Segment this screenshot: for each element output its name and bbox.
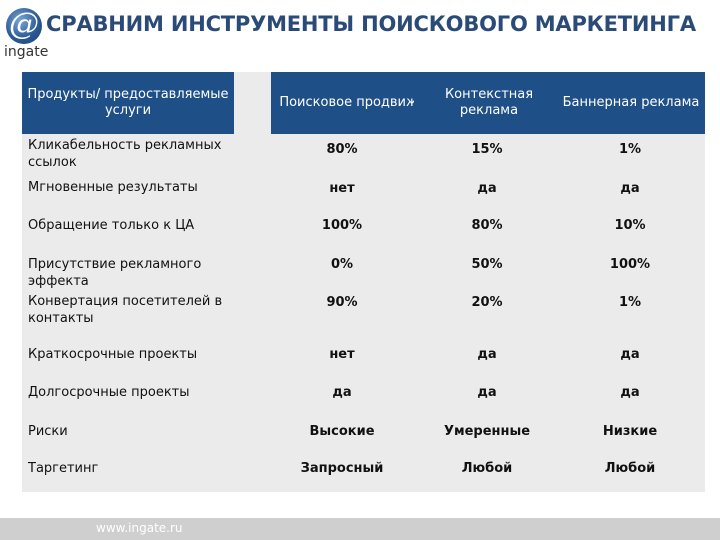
row-label: Присутствие рекламного эффекта [28, 257, 202, 289]
logo-text: ingate [4, 44, 49, 60]
value-context: да [477, 385, 497, 400]
value-banner: да [620, 347, 640, 362]
page-title: СРАВНИМ ИНСТРУМЕНТЫ ПОИСКОВОГО МАРКЕТИНГ… [46, 12, 696, 36]
value-banner: 10% [614, 218, 646, 233]
row-label: Обращение только к ЦА [28, 218, 195, 233]
header-products: Продукты/ предоставляемые услуги [22, 72, 234, 134]
ingate-logo: @ ingate [4, 8, 50, 61]
value-seo: нет [329, 181, 355, 196]
value-context: 15% [471, 142, 503, 157]
value-seo: Запросный [300, 461, 384, 476]
value-seo: Высокие [309, 424, 375, 439]
value-banner: 100% [609, 257, 651, 272]
value-banner: да [620, 385, 640, 400]
footer-url[interactable]: www.ingate.ru [96, 521, 183, 535]
header-banner: Баннерная реклама [557, 72, 705, 134]
row-label: Долгосрочные проекты [28, 385, 190, 400]
row-label: Риски [28, 424, 68, 439]
value-banner: да [620, 181, 640, 196]
value-context: да [477, 347, 497, 362]
value-seo: 0% [330, 257, 354, 272]
value-banner: 1% [618, 295, 642, 310]
header-context: Контекстная реклама [414, 72, 564, 134]
value-context: 50% [471, 257, 503, 272]
value-context: 20% [471, 295, 503, 310]
value-context: Любой [461, 461, 513, 476]
value-banner: Любой [604, 461, 656, 476]
footer-bar: www.ingate.ru [0, 518, 720, 540]
row-label: Кликабельность рекламных ссылок [28, 138, 222, 170]
value-seo: 90% [326, 295, 358, 310]
value-context: 80% [471, 218, 503, 233]
row-label: Мгновенные результаты [28, 180, 198, 195]
value-context: Умеренные [443, 424, 531, 439]
row-label: Краткосрочные проекты [28, 347, 198, 362]
value-context: да [477, 181, 497, 196]
comparison-table: Продукты/ предоставляемые услуги Поисков… [22, 72, 705, 492]
value-seo: 100% [321, 218, 363, 233]
value-banner: 1% [618, 142, 642, 157]
row-label: Конвертация посетителей в контакты [28, 294, 223, 326]
value-seo: 80% [326, 142, 358, 157]
row-label: Таргетинг [28, 461, 99, 476]
value-seo: нет [329, 347, 355, 362]
at-logo-icon: @ [6, 8, 42, 44]
value-banner: Низкие [602, 424, 658, 439]
value-seo: да [332, 385, 352, 400]
